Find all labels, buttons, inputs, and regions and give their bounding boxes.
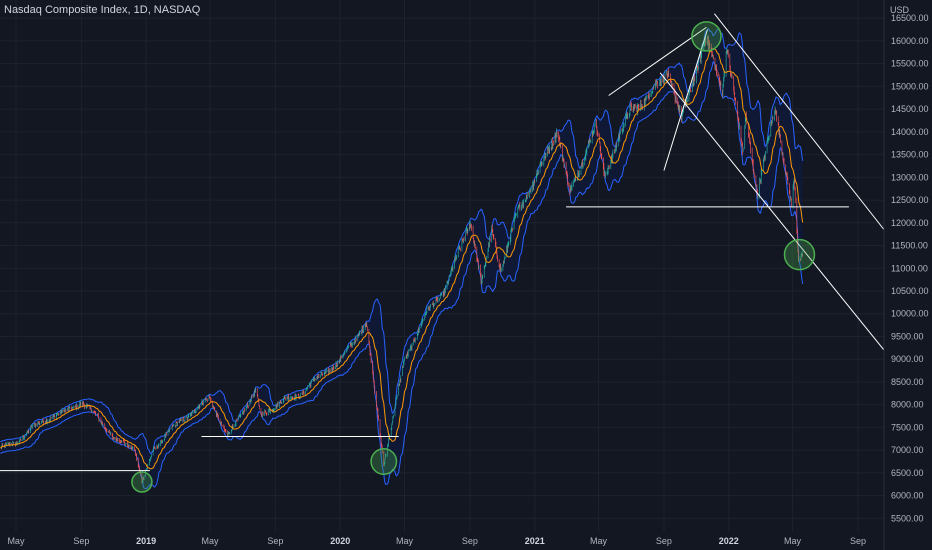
y-tick-label: 6500.00 xyxy=(891,468,924,478)
trend-line xyxy=(659,72,885,351)
x-tick-label: 2021 xyxy=(525,536,545,546)
x-tick-label: Sep xyxy=(267,536,283,546)
trend-line xyxy=(608,26,707,96)
y-tick-label: 11000.00 xyxy=(891,263,928,273)
y-tick-label: 8000.00 xyxy=(891,400,924,410)
y-tick-label: 16000.00 xyxy=(891,36,929,46)
y-tick-label: 5500.00 xyxy=(891,513,924,523)
candles xyxy=(0,34,804,484)
y-tick-label: 12000.00 xyxy=(891,218,929,228)
y-tick-label: 11500.00 xyxy=(891,241,928,251)
y-tick-label: 10000.00 xyxy=(891,309,929,319)
y-tick-label: 8500.00 xyxy=(891,377,924,387)
trend-line xyxy=(714,13,885,230)
price-scale-panel[interactable] xyxy=(884,0,932,550)
x-tick-label: Sep xyxy=(73,536,89,546)
band-fill xyxy=(0,28,803,489)
y-tick-label: 15500.00 xyxy=(891,59,929,69)
x-axis[interactable]: May Sep 2019 May Sep 2020 May Sep 2021 May Sep 2022… xyxy=(7,536,866,546)
upper-band-line xyxy=(0,27,804,455)
drawings xyxy=(0,13,885,493)
highlight-circle xyxy=(131,471,153,493)
x-tick-label: 2019 xyxy=(136,536,156,546)
x-tick-label: May xyxy=(784,536,802,546)
x-tick-label: 2020 xyxy=(330,536,350,546)
x-tick-label: May xyxy=(396,536,414,546)
moving-average-line xyxy=(0,48,804,470)
highlight-circle xyxy=(691,21,722,52)
trend-line xyxy=(663,29,708,171)
y-tick-label: 13000.00 xyxy=(891,172,929,182)
y-tick-label: 9000.00 xyxy=(891,354,924,364)
x-tick-label: Sep xyxy=(462,536,478,546)
highlight-circle xyxy=(783,238,816,271)
y-tick-label: 15000.00 xyxy=(891,81,929,91)
x-tick-label: Sep xyxy=(850,536,866,546)
moving-average xyxy=(0,48,804,470)
y-tick-label: 6000.00 xyxy=(891,491,924,501)
y-tick-label: 12500.00 xyxy=(891,195,929,205)
x-tick-label: May xyxy=(590,536,608,546)
x-tick-label: 2022 xyxy=(719,536,739,546)
highlight-circle xyxy=(370,448,398,476)
y-tick-label: 14500.00 xyxy=(891,104,929,114)
y-axis-unit: USD xyxy=(890,5,910,15)
x-tick-label: May xyxy=(7,536,25,546)
x-tick-label: May xyxy=(201,536,219,546)
y-tick-label: 10500.00 xyxy=(891,286,929,296)
y-tick-label: 16500.00 xyxy=(891,13,929,23)
y-tick-label: 13500.00 xyxy=(891,150,929,160)
chart-title: Nasdaq Composite Index, 1D, NASDAQ xyxy=(4,4,201,16)
y-axis: 5500.00 6000.00 6500.00 7000.00 7500.00 8000.… xyxy=(891,13,929,523)
y-tick-label: 7000.00 xyxy=(891,445,924,455)
y-tick-label: 9500.00 xyxy=(891,331,924,341)
y-tick-label: 7500.00 xyxy=(891,422,924,432)
x-tick-label: Sep xyxy=(656,536,672,546)
y-tick-label: 14000.00 xyxy=(891,127,929,137)
